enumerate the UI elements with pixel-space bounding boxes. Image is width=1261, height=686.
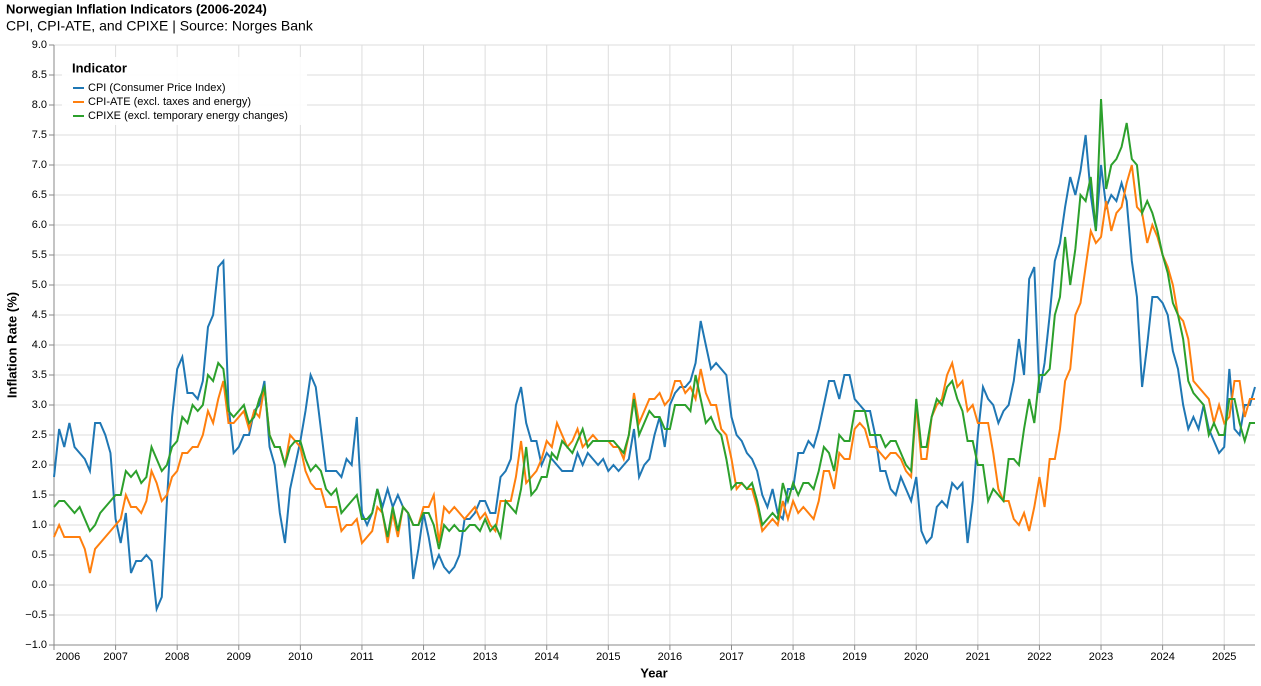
x-tick-label: 2006 — [56, 651, 80, 663]
y-tick-label: 5.0 — [32, 279, 47, 291]
y-tick-label: 8.0 — [32, 99, 47, 111]
y-tick-label: 1.0 — [32, 519, 47, 531]
x-tick-label: 2023 — [1089, 651, 1113, 663]
x-tick-label: 2021 — [966, 651, 990, 663]
x-tick-label: 2022 — [1027, 651, 1051, 663]
x-tick-label: 2009 — [227, 651, 251, 663]
legend-title: Indicator — [72, 60, 127, 75]
y-tick-label: 9.0 — [32, 39, 47, 51]
legend-label: CPI (Consumer Price Index) — [88, 82, 226, 94]
y-tick-label: 0.0 — [32, 579, 47, 591]
x-tick-label: 2012 — [411, 651, 435, 663]
y-tick-label: 7.0 — [32, 159, 47, 171]
x-axis-title: Year — [640, 665, 667, 680]
y-tick-label: −1.0 — [25, 639, 47, 651]
y-tick-label: 3.0 — [32, 399, 47, 411]
x-tick-label: 2010 — [288, 651, 312, 663]
y-tick-label: 2.0 — [32, 459, 47, 471]
x-tick-label: 2024 — [1150, 651, 1174, 663]
y-tick-label: 0.5 — [32, 549, 47, 561]
series-line — [53, 134, 1256, 613]
chart-subtitle: CPI, CPI-ATE, and CPIXE | Source: Norges… — [6, 18, 314, 34]
x-tick-label: 2007 — [103, 651, 127, 663]
x-tick-label: 2017 — [719, 651, 743, 663]
y-tick-label: 4.0 — [32, 339, 47, 351]
legend: Indicator CPI (Consumer Price Index) CPI-A… — [62, 57, 307, 125]
x-tick-label: 2008 — [165, 651, 189, 663]
y-tick-label: 2.5 — [32, 429, 47, 441]
x-tick-label: 2013 — [473, 651, 497, 663]
chart-title: Norwegian Inflation Indicators (2006-202… — [6, 1, 267, 16]
x-tick-label: 2025 — [1212, 651, 1236, 663]
x-tick-label: 2011 — [350, 651, 374, 663]
y-tick-label: 4.5 — [32, 309, 47, 321]
y-axis-title: Inflation Rate (%) — [4, 292, 19, 398]
series-line — [53, 98, 1255, 550]
y-tick-label: 7.5 — [32, 129, 47, 141]
x-tick-label: 2019 — [842, 651, 866, 663]
y-tick-label: −0.5 — [25, 609, 47, 621]
y-tick-label: 8.5 — [32, 69, 47, 81]
x-tick-label: 2018 — [781, 651, 805, 663]
y-tick-label: 1.5 — [32, 489, 47, 501]
y-tick-label: 3.5 — [32, 369, 47, 381]
series-line — [53, 164, 1255, 574]
legend-box — [62, 57, 307, 125]
y-tick-label: 5.5 — [32, 249, 47, 261]
x-tick-label: 2014 — [534, 651, 558, 663]
legend-label: CPI-ATE (excl. taxes and energy) — [88, 96, 251, 108]
y-tick-label: 6.5 — [32, 189, 47, 201]
x-tick-label: 2020 — [904, 651, 928, 663]
x-tick-label: 2015 — [596, 651, 620, 663]
y-tick-label: 6.0 — [32, 219, 47, 231]
x-tick-label: 2016 — [658, 651, 682, 663]
legend-label: CPIXE (excl. temporary energy changes) — [88, 110, 288, 122]
